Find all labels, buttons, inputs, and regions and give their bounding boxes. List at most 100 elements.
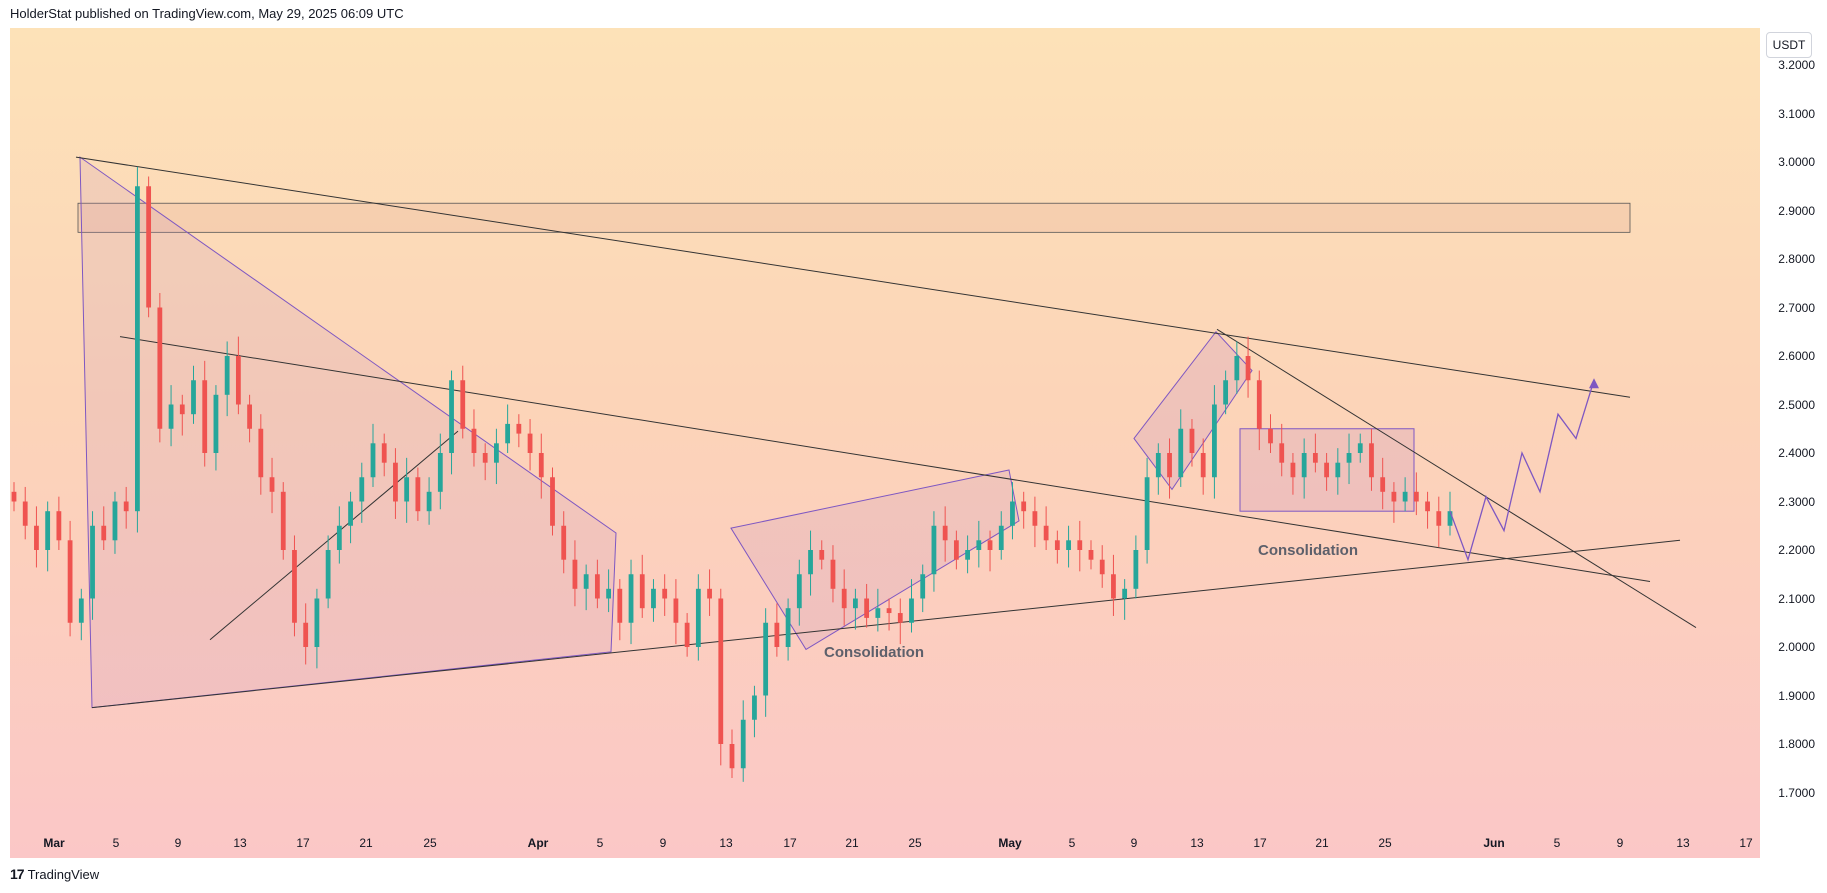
candle-body [1167, 453, 1172, 478]
candle-body [1279, 443, 1285, 463]
candle-body [191, 380, 196, 415]
candle-body [572, 559, 578, 589]
candle-body [247, 404, 252, 429]
candle-body [112, 501, 118, 541]
candle-body [1010, 501, 1015, 526]
candle-body [1436, 511, 1442, 526]
projection-arrow-icon [1589, 378, 1599, 389]
time-tick: 25 [908, 836, 922, 850]
candle-body [695, 588, 701, 647]
candle-body [853, 598, 858, 609]
candle-body [965, 550, 970, 560]
candle-body [1391, 491, 1397, 502]
candle-body [292, 550, 297, 623]
price-tick: 2.4000 [1778, 446, 1815, 460]
candle-body [606, 588, 611, 599]
candle-body [639, 574, 645, 609]
time-tick: 13 [1676, 836, 1690, 850]
candle-body [1413, 491, 1419, 502]
candle-body [1066, 540, 1071, 550]
time-tick: 21 [845, 836, 859, 850]
candle-body [897, 613, 903, 623]
time-tick: 17 [1739, 836, 1753, 850]
candle-body [752, 695, 757, 720]
candle-body [1189, 428, 1195, 453]
candle-body [135, 186, 140, 512]
candle-body [538, 453, 544, 478]
time-tick: 9 [1130, 836, 1138, 850]
candle-body [437, 453, 443, 492]
candle-body [1447, 511, 1453, 526]
support-trendline [209, 430, 459, 641]
time-tick: 9 [1616, 836, 1624, 850]
candle-body [808, 550, 813, 575]
candle-body [1144, 477, 1150, 550]
candle-body [280, 491, 286, 550]
candle-body [45, 511, 51, 550]
candle-body [1021, 501, 1027, 512]
candle-body [774, 622, 780, 647]
candle-body [90, 525, 95, 599]
candle-body [886, 608, 892, 614]
candle-body [1200, 453, 1206, 478]
candle-body [527, 433, 533, 453]
candle-body [550, 477, 555, 526]
time-tick: 5 [112, 836, 120, 850]
time-tick: 13 [1190, 836, 1204, 850]
chart-plot-area[interactable]: Consolidation Consolidation [10, 28, 1760, 858]
candle-body [179, 404, 185, 415]
candle-body [381, 443, 387, 463]
price-tick: 3.1000 [1778, 106, 1815, 121]
candle-body [460, 380, 466, 429]
candle-body [796, 574, 802, 609]
candle-body [67, 540, 73, 623]
price-tick: 1.9000 [1778, 688, 1815, 703]
price-tick: 2.1000 [1778, 591, 1815, 606]
candle-body [651, 588, 656, 609]
price-tick: 2.6000 [1778, 349, 1815, 363]
currency-badge[interactable]: USDT [1766, 32, 1812, 58]
candle-body [1122, 588, 1128, 599]
consolidation-channel [730, 469, 1020, 651]
time-tick: 9 [659, 836, 667, 850]
candle-body [684, 622, 690, 647]
candle-body [1380, 477, 1386, 492]
candle-body [213, 394, 219, 453]
candle-body [336, 525, 342, 550]
candle-body [471, 428, 477, 453]
candle-body [123, 501, 129, 512]
descending-trendline [119, 336, 1651, 583]
triangle-pattern [79, 156, 617, 709]
time-tick: Jun [1483, 836, 1505, 850]
candle-body [393, 462, 398, 502]
tradingview-logo-icon: 17 [10, 866, 25, 882]
price-tick: 1.8000 [1778, 737, 1815, 751]
candlestick-chart[interactable] [10, 28, 1760, 858]
resistance-zone [77, 202, 1631, 233]
time-tick: 21 [359, 836, 373, 850]
ascending-support-line [91, 539, 1681, 709]
candle-body [34, 525, 39, 550]
candle-body [516, 423, 522, 434]
time-tick: 25 [423, 836, 437, 850]
candle-body [202, 380, 208, 453]
candle-body [987, 540, 993, 550]
publish-info: HolderStat published on TradingView.com,… [10, 6, 404, 21]
price-tick: 3.2000 [1778, 58, 1815, 72]
candle-body [875, 608, 881, 618]
candle-body [1178, 428, 1184, 478]
candle-body [1425, 501, 1430, 512]
price-tick: 1.7000 [1778, 785, 1815, 800]
footer-brand: TradingView [27, 866, 100, 882]
candle-body [359, 477, 365, 502]
candle-body [841, 588, 847, 609]
price-tick: 3.0000 [1778, 155, 1815, 169]
candle-body [976, 540, 982, 550]
time-tick: 17 [1253, 836, 1267, 850]
candle-body [1054, 540, 1060, 550]
descending-trendline [75, 156, 1631, 398]
candle-body [931, 525, 937, 575]
candle-body [953, 540, 959, 560]
candle-body [1212, 404, 1217, 478]
price-axis[interactable]: 3.2000 3.1000 3.0000 2.9000 2.8000 2.7000 2.60… [1760, 28, 1827, 858]
